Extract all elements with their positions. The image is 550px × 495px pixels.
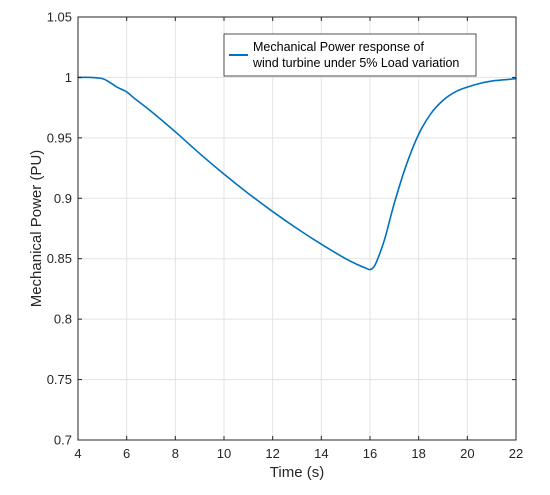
legend-entry-line-2: wind turbine under 5% Load variation: [252, 56, 459, 70]
y-tick-label: 1: [65, 70, 72, 85]
y-tick-label: 0.85: [47, 251, 72, 266]
legend-entry-line-1: Mechanical Power response of: [253, 40, 424, 54]
x-tick-label: 4: [74, 446, 81, 461]
y-tick-label: 1.05: [47, 10, 72, 25]
x-tick-label: 22: [509, 446, 523, 461]
legend-box: [223, 33, 477, 77]
y-tick-label: 0.7: [54, 433, 72, 448]
axis-ticks: 4 6 8 10 12 14 16 18 20 22 0.7 0.75 0.8 0.85 0.9 0.95 1 1…: [47, 10, 524, 462]
x-tick-label: 12: [265, 446, 279, 461]
y-tick-label: 0.8: [54, 312, 72, 327]
legend: Mechanical Power response of wind turbin…: [223, 33, 477, 77]
x-tick-label: 6: [123, 446, 130, 461]
x-tick-label: 14: [314, 446, 328, 461]
y-tick-label: 0.75: [47, 372, 72, 387]
plot-frame: [77, 16, 517, 441]
x-tick-label: 8: [172, 446, 179, 461]
x-axis-label: Time (s): [270, 464, 324, 481]
y-axis-label: Mechanical Power (PU): [28, 150, 45, 308]
grid: [78, 17, 516, 440]
plot-data: [77, 76, 517, 271]
y-tick-label: 0.95: [47, 130, 72, 145]
series-line: [77, 76, 517, 271]
x-tick-label: 16: [363, 446, 377, 461]
x-tick-label: 18: [411, 446, 425, 461]
y-tick-label: 0.9: [54, 191, 72, 206]
x-tick-label: 10: [217, 446, 231, 461]
x-tick-label: 20: [460, 446, 474, 461]
